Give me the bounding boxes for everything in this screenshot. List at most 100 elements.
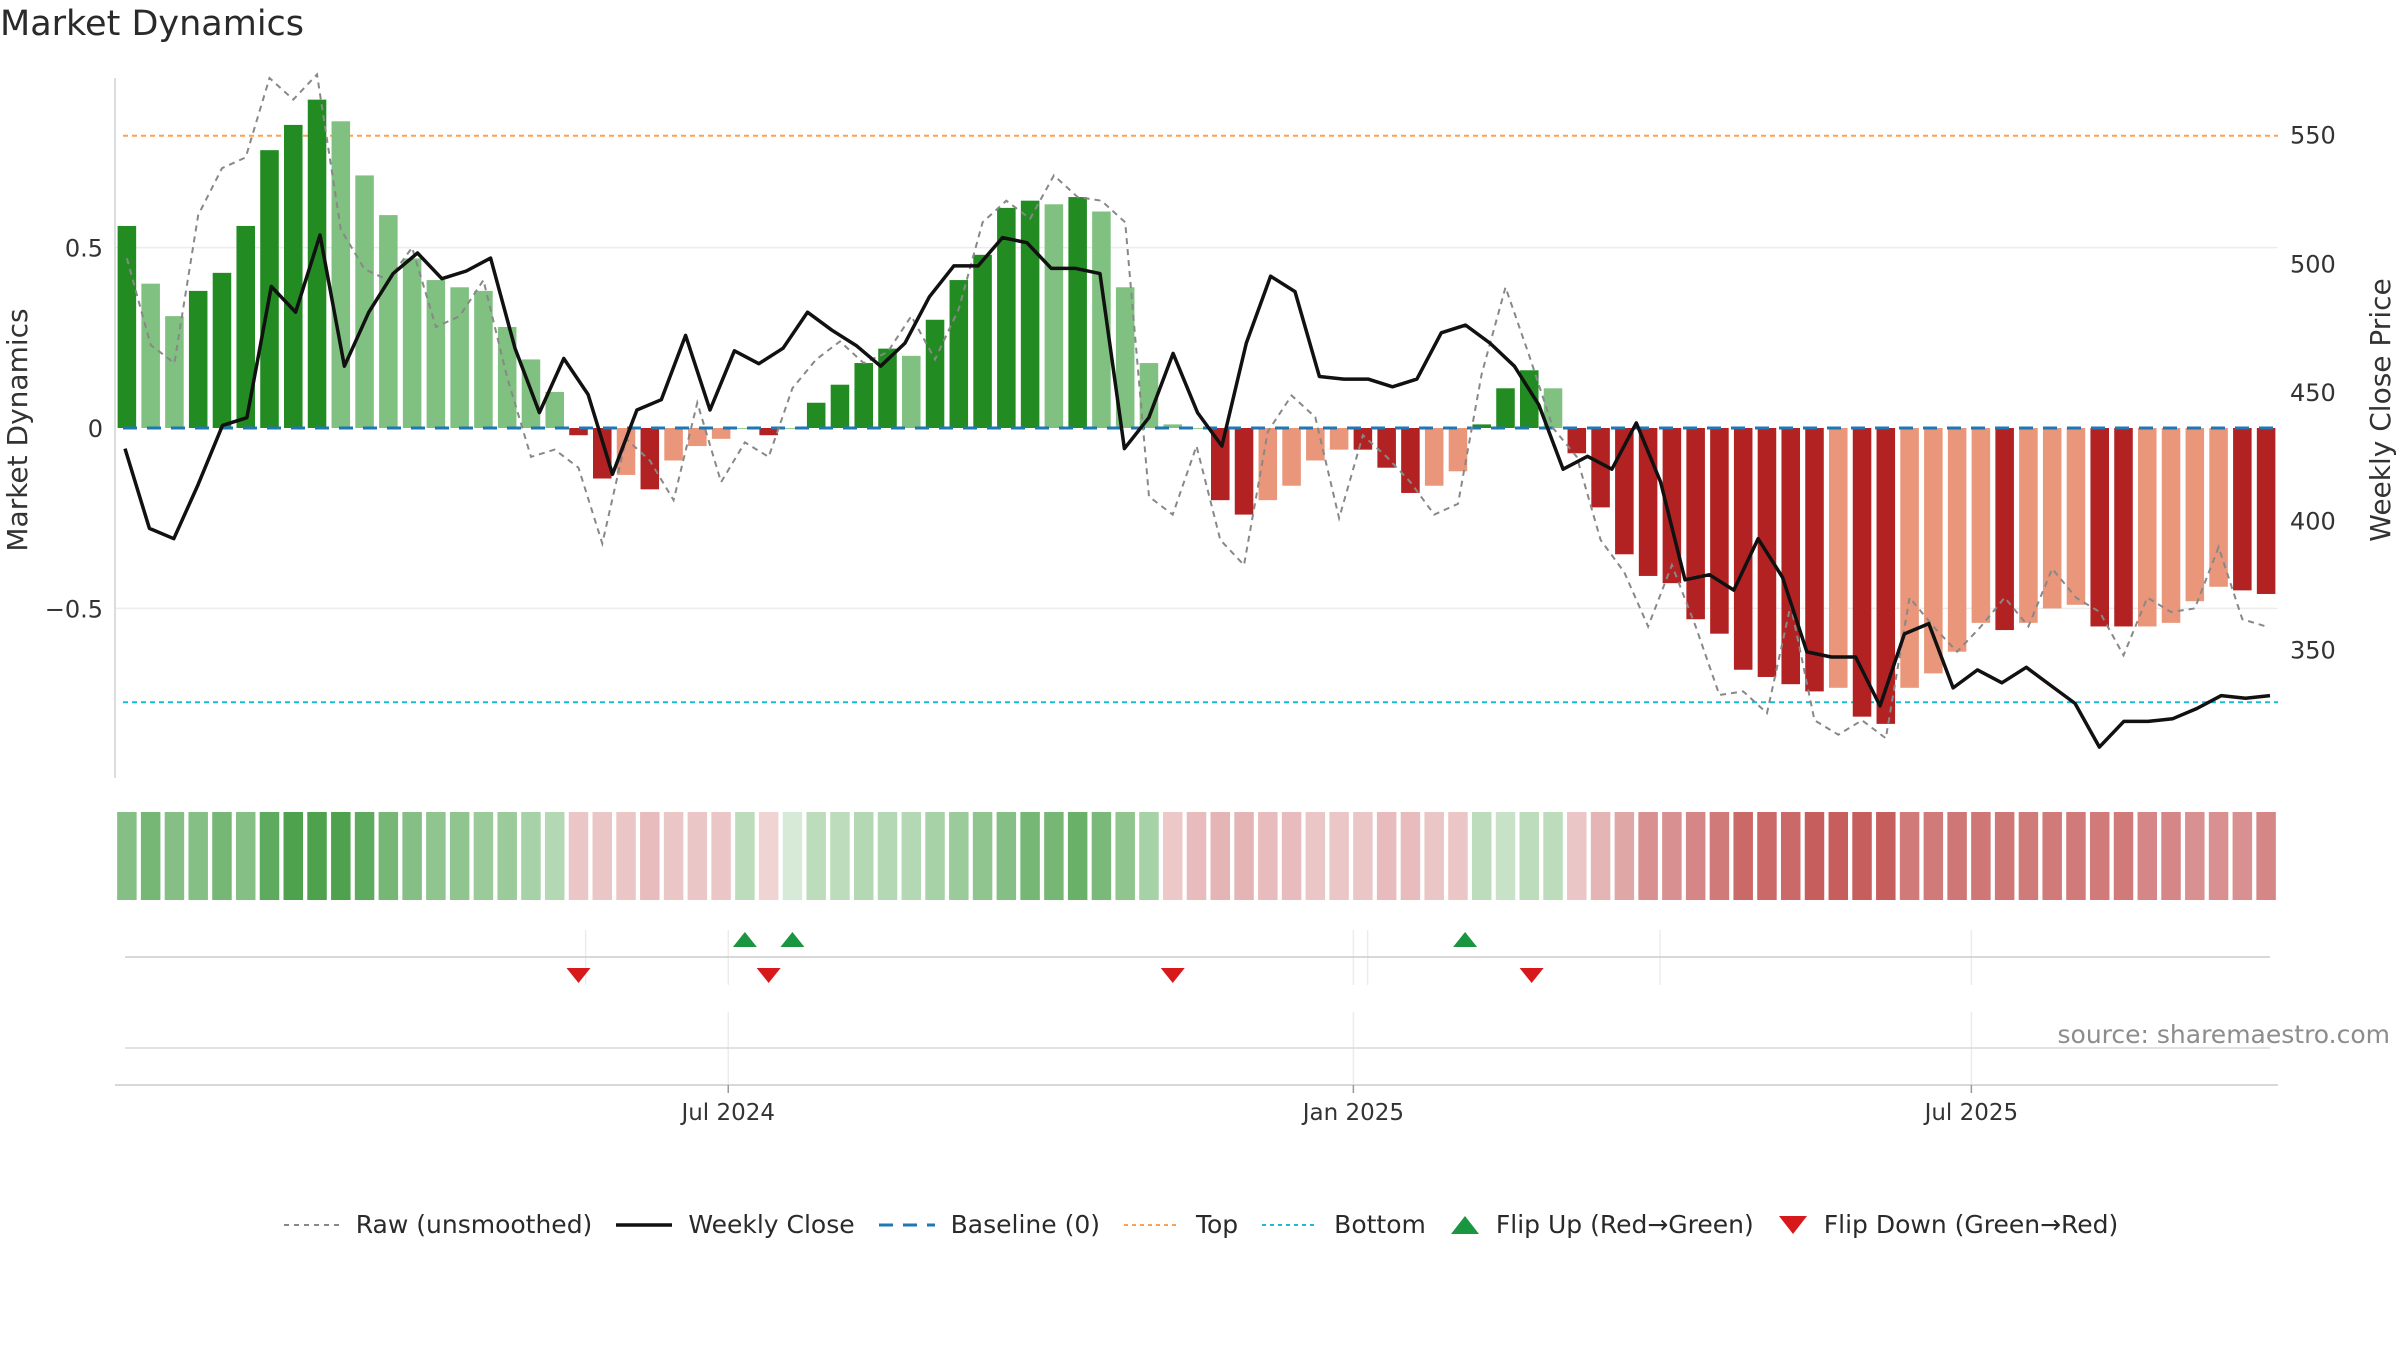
dynamics-bar [1805, 428, 1824, 692]
legend-label-baseline: Baseline (0) [950, 1210, 1100, 1239]
state-strip-cell [1876, 812, 1896, 900]
state-strip-cell [616, 812, 636, 900]
state-strip-cell [2137, 812, 2158, 900]
state-strip-cell [331, 812, 351, 900]
dynamics-bar [2185, 428, 2205, 602]
dynamics-bar [1947, 428, 1967, 652]
state-strip-cell [2066, 812, 2086, 900]
state-strip-cell [925, 812, 945, 900]
dynamics-bar [307, 99, 327, 429]
top-line-swatch [1123, 1223, 1180, 1226]
dynamics-bar [1258, 428, 1278, 501]
y-right-tick-label: 550 [2290, 122, 2336, 150]
state-strip-cell [1424, 812, 1444, 900]
dynamics-bar [1092, 211, 1111, 428]
dynamics-bar [2090, 428, 2110, 627]
state-strip-cell [972, 812, 993, 900]
dynamics-bar [1424, 428, 1444, 486]
dynamics-bar [1234, 428, 1254, 515]
state-strip-cell [544, 812, 565, 900]
legend-label-close: Weekly Close [688, 1210, 855, 1239]
dynamics-bar [1496, 388, 1515, 428]
y-right-tick-label: 350 [2290, 636, 2336, 664]
state-strip-cell [2018, 812, 2039, 900]
state-strip-cell [640, 812, 660, 900]
flip-up-icon [1450, 1215, 1479, 1234]
dynamics-bar [735, 428, 755, 429]
state-strip-cell [877, 812, 898, 900]
state-strip-cell [449, 812, 470, 900]
state-strip-cell [782, 812, 803, 900]
state-strip-cell [663, 812, 684, 900]
close-line-layer [123, 233, 2271, 749]
market-dynamics-chart: −0.5 0 0.5 350 400 450 500 550 Market Dynamics We… [1, 72, 2397, 1126]
state-strip-cell [354, 812, 375, 900]
dynamics-bar [1900, 428, 1919, 688]
legend-item-flip-down: Flip Down (Green→Red) [1776, 1210, 2119, 1239]
dynamics-bar [616, 428, 636, 475]
x-tick-label: Jan 2025 [1301, 1100, 1404, 1126]
state-strip-cell [1044, 812, 1064, 900]
flip-down-marker [756, 968, 781, 983]
dynamics-bar [141, 283, 160, 428]
state-strip-cell [1567, 812, 1587, 900]
legend: Raw (unsmoothed) Weekly Close Baseline (… [0, 1210, 2400, 1239]
state-strip-cell [188, 812, 208, 900]
state-strip-cell [1495, 812, 1516, 900]
dynamics-bar [1828, 428, 1848, 688]
state-strip-cell [521, 812, 541, 900]
state-strip-cell [1139, 812, 1159, 900]
state-strip-cell [1923, 812, 1944, 900]
flip-down-marker [1519, 968, 1544, 983]
state-strip-cell [1543, 812, 1563, 900]
dynamics-bar [1781, 428, 1801, 685]
state-strip-cell [1662, 812, 1682, 900]
dynamics-bar [1686, 428, 1705, 620]
axis-layer: −0.5 0 0.5 350 400 450 500 550 Market Dynamics We… [1, 78, 2397, 778]
state-strip-cell [1733, 812, 1753, 900]
weekly-close-line [123, 233, 2271, 749]
state-strip-cell [283, 812, 304, 900]
dynamics-bar [997, 207, 1016, 428]
state-strip-cell [1329, 812, 1349, 900]
dynamics-bar [1591, 428, 1610, 508]
state-strip-cell [259, 812, 280, 900]
state-strip-cell [1804, 812, 1825, 900]
dynamics-bar [1329, 428, 1349, 450]
state-strip-cell [1400, 812, 1421, 900]
legend-item-baseline: Baseline (0) [877, 1210, 1100, 1239]
legend-label-flip-down: Flip Down (Green→Red) [1823, 1210, 2119, 1239]
state-strip-cell [2185, 812, 2205, 900]
dynamics-bar [402, 258, 422, 428]
dynamics-bar [2019, 428, 2038, 623]
dynamics-bar [2137, 428, 2157, 627]
dynamics-bar [973, 254, 992, 428]
state-strip-cell [901, 812, 922, 900]
state-strip-cell [592, 812, 613, 900]
dynamics-bar [1282, 428, 1301, 486]
y-axis-title: Market Dynamics [1, 308, 34, 551]
reference-lines [123, 134, 2278, 704]
y-right-tick-label: 500 [2290, 250, 2336, 278]
flip-down-icon [1778, 1215, 1807, 1234]
state-strip-cell [1210, 812, 1231, 900]
state-strip-cell [1590, 812, 1611, 900]
dynamics-bar [854, 363, 874, 428]
dynamics-bar [1401, 428, 1420, 493]
dynamics-bar [1971, 428, 1991, 623]
dynamics-bar [783, 428, 802, 429]
dynamics-bar [474, 290, 493, 428]
state-strip-cell [1305, 812, 1326, 900]
legend-label-raw: Raw (unsmoothed) [355, 1210, 593, 1239]
y-right-axis-title: Weekly Close Price [2364, 278, 2397, 541]
dynamics-bar [545, 391, 565, 428]
dynamics-bar [1852, 428, 1872, 717]
state-strip-cell [1020, 812, 1040, 900]
dynamics-bar [2161, 428, 2181, 623]
dynamics-bar [1020, 200, 1040, 428]
dynamics-bar [1543, 388, 1563, 428]
state-strip-cell [2208, 812, 2229, 900]
state-strip-cell [1258, 812, 1278, 900]
dynamics-bar [1353, 428, 1373, 450]
dynamics-bar [379, 215, 398, 428]
